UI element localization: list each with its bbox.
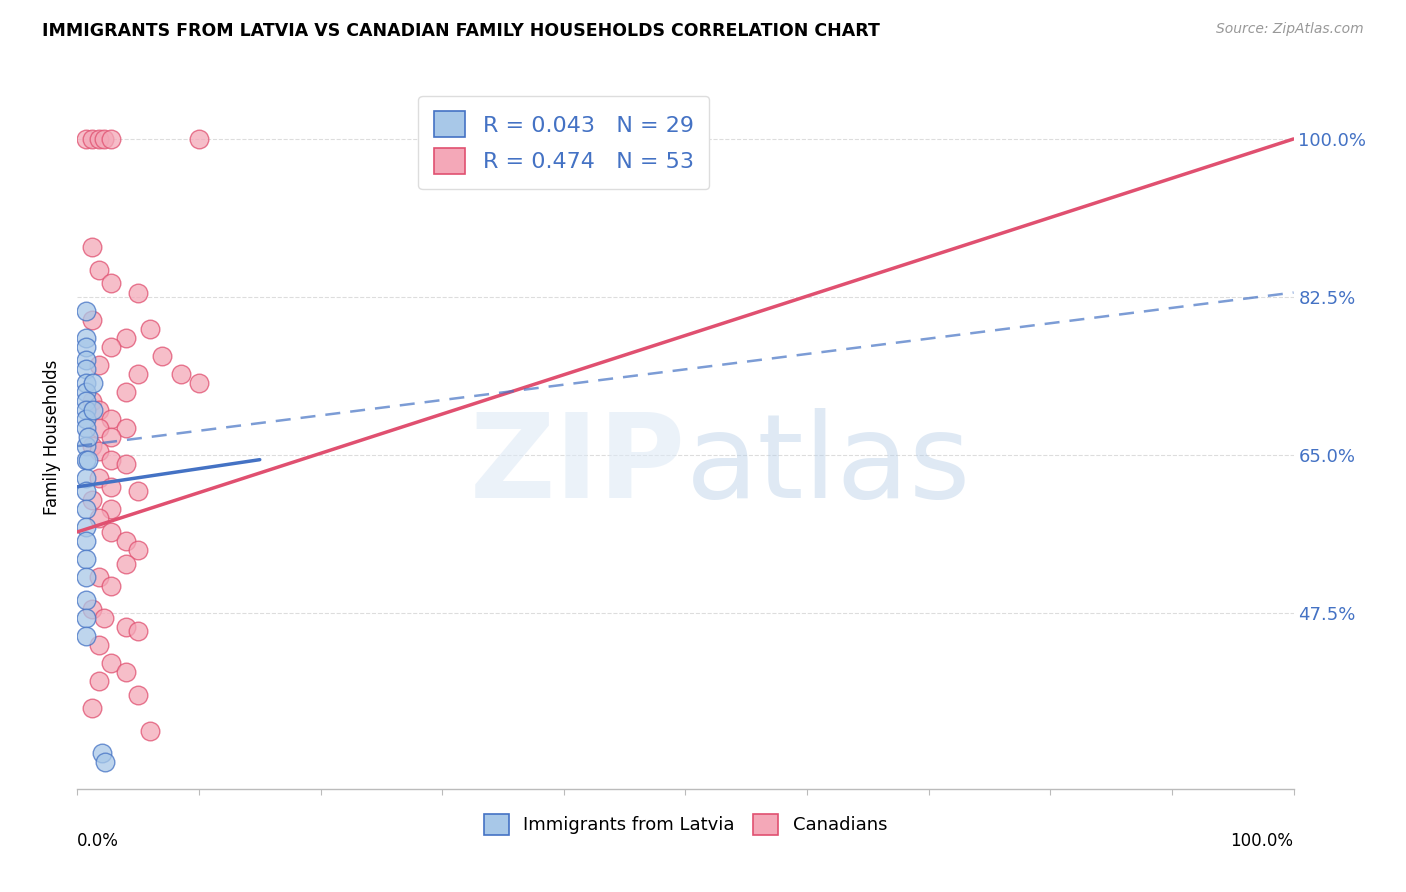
Point — [127, 688, 149, 702]
Point — [75, 353, 97, 368]
Point — [75, 403, 97, 417]
Text: 100.0%: 100.0% — [1230, 831, 1294, 850]
Point — [93, 611, 115, 625]
Point — [127, 367, 149, 381]
Point — [100, 277, 122, 291]
Point — [80, 439, 103, 453]
Point — [115, 384, 138, 399]
Point — [127, 484, 149, 499]
Point — [115, 620, 138, 634]
Point — [75, 520, 97, 534]
Point — [75, 421, 97, 435]
Point — [80, 393, 103, 408]
Point — [80, 493, 103, 508]
Point — [89, 570, 111, 584]
Point — [94, 756, 117, 770]
Point — [100, 579, 122, 593]
Point — [75, 611, 97, 625]
Text: IMMIGRANTS FROM LATVIA VS CANADIAN FAMILY HOUSEHOLDS CORRELATION CHART: IMMIGRANTS FROM LATVIA VS CANADIAN FAMIL… — [42, 22, 880, 40]
Point — [100, 132, 122, 146]
Point — [100, 412, 122, 426]
Point — [89, 443, 111, 458]
Point — [75, 412, 97, 426]
Point — [139, 321, 162, 335]
Point — [75, 452, 97, 467]
Point — [100, 480, 122, 494]
Point — [89, 471, 111, 485]
Point — [89, 638, 111, 652]
Point — [77, 452, 100, 467]
Text: Source: ZipAtlas.com: Source: ZipAtlas.com — [1216, 22, 1364, 37]
Point — [75, 439, 97, 453]
Point — [115, 665, 138, 679]
Point — [89, 511, 111, 525]
Point — [152, 349, 174, 363]
Point — [80, 240, 103, 254]
Point — [89, 132, 111, 146]
Point — [115, 457, 138, 471]
Point — [75, 592, 97, 607]
Point — [115, 533, 138, 548]
Point — [75, 376, 97, 390]
Point — [89, 358, 111, 372]
Point — [75, 552, 97, 566]
Point — [127, 285, 149, 300]
Point — [89, 421, 111, 435]
Point — [100, 430, 122, 444]
Legend: Immigrants from Latvia, Canadians: Immigrants from Latvia, Canadians — [475, 805, 896, 844]
Point — [82, 403, 104, 417]
Point — [170, 367, 193, 381]
Point — [89, 403, 111, 417]
Point — [75, 533, 97, 548]
Point — [93, 132, 115, 146]
Point — [139, 723, 162, 738]
Point — [75, 484, 97, 499]
Point — [80, 601, 103, 615]
Point — [100, 524, 122, 539]
Point — [100, 340, 122, 354]
Text: 0.0%: 0.0% — [77, 831, 120, 850]
Point — [80, 132, 103, 146]
Point — [75, 629, 97, 643]
Point — [127, 624, 149, 639]
Point — [75, 393, 97, 408]
Point — [115, 331, 138, 345]
Point — [188, 132, 211, 146]
Point — [75, 331, 97, 345]
Point — [75, 303, 97, 318]
Point — [77, 430, 100, 444]
Point — [89, 673, 111, 688]
Point — [75, 570, 97, 584]
Point — [75, 132, 97, 146]
Point — [75, 471, 97, 485]
Point — [90, 746, 112, 760]
Point — [89, 263, 111, 277]
Point — [115, 557, 138, 571]
Point — [100, 502, 122, 516]
Point — [75, 384, 97, 399]
Text: ZIP: ZIP — [470, 408, 686, 523]
Point — [80, 312, 103, 326]
Point — [75, 502, 97, 516]
Point — [115, 421, 138, 435]
Point — [100, 656, 122, 670]
Point — [75, 362, 97, 376]
Text: atlas: atlas — [686, 408, 970, 523]
Point — [127, 543, 149, 558]
Point — [100, 452, 122, 467]
Y-axis label: Family Households: Family Households — [44, 359, 62, 515]
Point — [188, 376, 211, 390]
Point — [82, 376, 104, 390]
Point — [75, 340, 97, 354]
Point — [80, 701, 103, 715]
